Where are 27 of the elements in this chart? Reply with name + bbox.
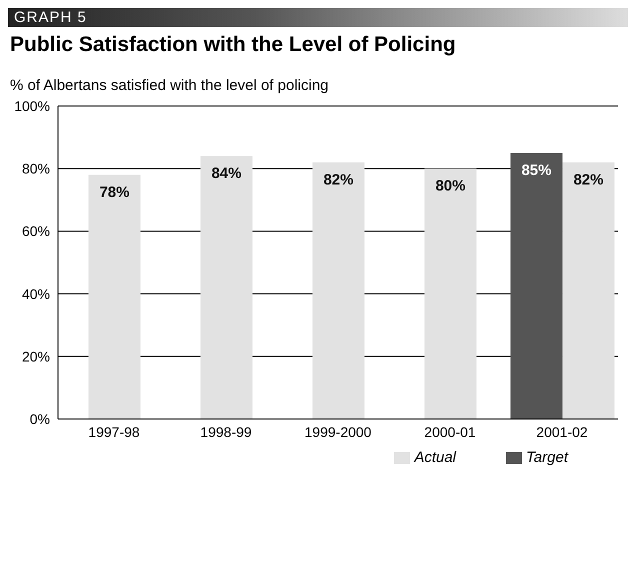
legend-label: Target (526, 448, 568, 466)
legend-label: Actual (414, 448, 456, 466)
chart-subtitle: GRAPH 5 (8, 8, 628, 27)
x-tick-label: 1997-98 (88, 424, 140, 440)
bar (424, 168, 476, 419)
y-tick-label: 80% (22, 160, 50, 177)
x-tick-label: 2001-02 (536, 424, 588, 440)
data-label: 82% (573, 171, 604, 188)
bar (312, 162, 364, 419)
data-label: 84% (211, 165, 242, 182)
x-tick-label: 1999-2000 (304, 424, 372, 440)
y-tick-label: 0% (30, 410, 50, 427)
y-tick-label: 100% (14, 98, 50, 114)
chart-title: Public Satisfaction with the Level of Policing (10, 33, 457, 57)
bar (510, 152, 562, 419)
data-label: 78% (99, 184, 130, 201)
y-tick-label: 60% (22, 223, 50, 240)
y-axis-title: % of Albertans satisfied with the level of policing (10, 77, 330, 94)
x-tick-label: 2000-01 (424, 424, 476, 440)
y-tick-label: 40% (22, 286, 50, 302)
data-label: 82% (323, 171, 354, 188)
bar (88, 174, 140, 419)
y-tick-label: 20% (22, 348, 50, 364)
data-label: 80% (435, 178, 466, 195)
bar (200, 156, 252, 419)
data-label: 85% (521, 162, 552, 179)
x-tick-label: 1998-99 (200, 424, 252, 440)
